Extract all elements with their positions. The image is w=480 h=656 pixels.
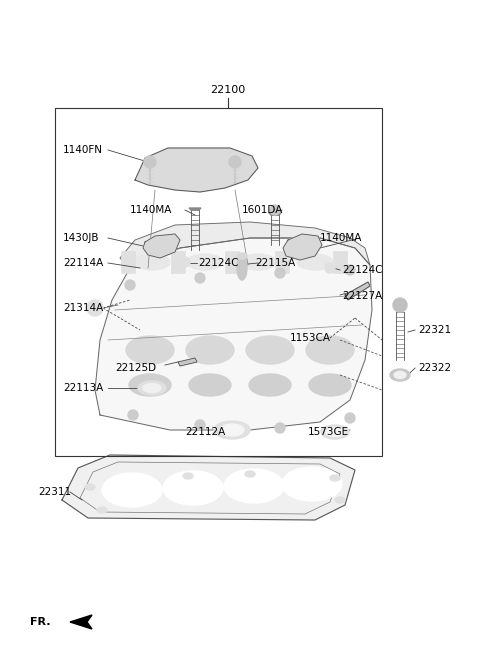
Bar [225,251,239,273]
Ellipse shape [326,428,344,436]
Text: 22321: 22321 [418,325,451,335]
Ellipse shape [306,336,354,364]
Ellipse shape [220,424,244,436]
Polygon shape [70,615,92,629]
Ellipse shape [282,467,342,501]
Polygon shape [283,234,322,260]
Text: 22100: 22100 [210,85,246,95]
Ellipse shape [309,374,351,396]
Bar [121,251,135,273]
Ellipse shape [237,253,247,259]
Ellipse shape [163,471,223,505]
Ellipse shape [335,497,345,503]
Circle shape [144,156,156,168]
Text: 22124C: 22124C [342,265,383,275]
Ellipse shape [224,469,284,503]
Polygon shape [95,238,372,430]
Ellipse shape [97,507,107,513]
Text: 1601DA: 1601DA [242,205,283,215]
Polygon shape [62,455,355,520]
Ellipse shape [390,369,410,381]
Ellipse shape [249,374,291,396]
Ellipse shape [330,475,340,481]
Ellipse shape [186,336,234,364]
Ellipse shape [85,484,95,490]
Ellipse shape [129,374,171,396]
Circle shape [345,265,355,275]
Circle shape [325,263,335,273]
Ellipse shape [240,254,276,270]
Ellipse shape [143,384,161,392]
Text: 1140MA: 1140MA [130,205,172,215]
Polygon shape [345,282,370,300]
Circle shape [195,273,205,283]
Ellipse shape [138,381,166,395]
Circle shape [195,420,205,430]
Circle shape [270,205,280,215]
Circle shape [393,298,407,312]
Ellipse shape [237,256,247,280]
Text: 22112A: 22112A [185,427,225,437]
Text: 22114A: 22114A [63,258,103,268]
Bar [275,251,289,273]
Text: 22127A: 22127A [342,291,382,301]
Text: 1573GE: 1573GE [308,427,349,437]
Circle shape [87,300,103,316]
Text: 22322: 22322 [418,363,451,373]
Circle shape [125,280,135,290]
Text: FR.: FR. [30,617,50,627]
Text: 1140MA: 1140MA [320,233,362,243]
Ellipse shape [183,473,193,479]
Text: 22115A: 22115A [255,258,295,268]
Text: 1430JB: 1430JB [63,233,99,243]
Ellipse shape [134,254,170,270]
Circle shape [229,156,241,168]
Text: 22124C: 22124C [198,258,239,268]
Text: 22125D: 22125D [115,363,156,373]
Ellipse shape [321,425,349,439]
Polygon shape [135,148,258,192]
Text: 1140FN: 1140FN [63,145,103,155]
Circle shape [128,410,138,420]
Circle shape [275,423,285,433]
Polygon shape [143,234,180,258]
Circle shape [180,257,190,267]
Ellipse shape [102,473,162,507]
Text: 22113A: 22113A [63,383,103,393]
Polygon shape [120,222,370,268]
Ellipse shape [126,336,174,364]
Text: 1153CA: 1153CA [290,333,331,343]
Text: 21314A: 21314A [63,303,103,313]
Bar [333,251,347,273]
Ellipse shape [246,336,294,364]
Ellipse shape [394,371,406,379]
Bar [55,108,382,456]
Ellipse shape [297,254,333,270]
Ellipse shape [187,254,223,270]
Circle shape [275,268,285,278]
Circle shape [345,413,355,423]
Polygon shape [178,358,197,366]
Ellipse shape [245,471,255,477]
Polygon shape [269,213,281,215]
Ellipse shape [214,421,250,439]
Polygon shape [189,208,201,210]
Bar [171,251,185,273]
Ellipse shape [189,374,231,396]
Text: 22311: 22311 [38,487,71,497]
